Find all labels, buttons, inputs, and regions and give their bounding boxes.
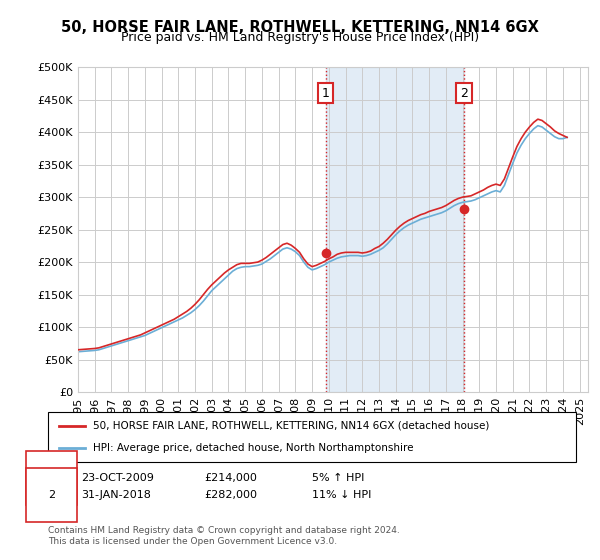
Text: 31-JAN-2018: 31-JAN-2018 xyxy=(81,490,151,500)
Bar xyxy=(326,67,464,392)
Text: Contains HM Land Registry data © Crown copyright and database right 2024.
This d: Contains HM Land Registry data © Crown c… xyxy=(48,526,400,546)
Text: 1: 1 xyxy=(48,473,55,483)
Text: 2: 2 xyxy=(460,87,468,100)
FancyBboxPatch shape xyxy=(48,412,576,462)
Text: Price paid vs. HM Land Registry's House Price Index (HPI): Price paid vs. HM Land Registry's House … xyxy=(121,31,479,44)
Text: 1: 1 xyxy=(322,87,329,100)
Text: 50, HORSE FAIR LANE, ROTHWELL, KETTERING, NN14 6GX (detached house): 50, HORSE FAIR LANE, ROTHWELL, KETTERING… xyxy=(93,421,489,431)
Text: 50, HORSE FAIR LANE, ROTHWELL, KETTERING, NN14 6GX: 50, HORSE FAIR LANE, ROTHWELL, KETTERING… xyxy=(61,20,539,35)
Text: 11% ↓ HPI: 11% ↓ HPI xyxy=(312,490,371,500)
Text: 5% ↑ HPI: 5% ↑ HPI xyxy=(312,473,364,483)
Text: 2: 2 xyxy=(48,490,55,500)
Text: £214,000: £214,000 xyxy=(204,473,257,483)
Text: HPI: Average price, detached house, North Northamptonshire: HPI: Average price, detached house, Nort… xyxy=(93,443,413,453)
Text: £282,000: £282,000 xyxy=(204,490,257,500)
Text: 23-OCT-2009: 23-OCT-2009 xyxy=(81,473,154,483)
